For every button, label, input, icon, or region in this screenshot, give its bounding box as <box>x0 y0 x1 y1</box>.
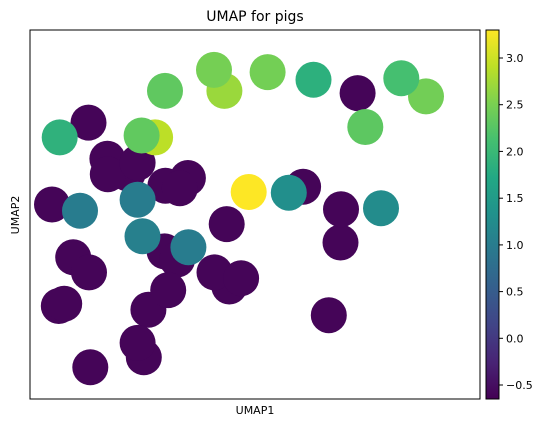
scatter-point <box>270 174 307 211</box>
colorbar-tick-label: 3.0 <box>506 52 524 65</box>
scatter-point <box>62 192 98 229</box>
scatter-point <box>161 170 198 207</box>
scatter-point <box>223 260 260 297</box>
scatter-point <box>323 191 359 228</box>
scatter-point <box>150 272 187 309</box>
scatter-point <box>119 181 156 218</box>
plot-frame <box>29 29 481 400</box>
scatter-point <box>170 229 207 266</box>
colorbar-tick-label: 2.5 <box>506 99 524 112</box>
scatter-point <box>124 218 161 255</box>
scatter-point <box>249 54 286 91</box>
scatter-point <box>119 144 156 181</box>
scatter-point <box>383 60 420 97</box>
scatter-point <box>34 186 70 223</box>
scatter-point <box>310 297 347 334</box>
colorbar-tick-label: 1.5 <box>506 192 524 205</box>
colorbar-ticks: −0.5 0.0 0.5 1.0 1.5 2.0 2.5 3.0 <box>499 52 533 392</box>
scatter-point <box>41 119 78 156</box>
scatter-point <box>230 174 267 210</box>
scatter-point <box>363 190 399 227</box>
scatter-point <box>70 104 107 141</box>
colorbar-tick-label: 1.0 <box>506 239 524 252</box>
colorbar-tick-label: 0.0 <box>506 332 524 345</box>
scatter-point <box>322 224 359 261</box>
scatter-point <box>208 206 245 243</box>
scatter-point <box>347 109 384 145</box>
scatter-point <box>72 349 109 386</box>
scatter-point <box>339 75 376 112</box>
scatter-point <box>196 51 232 88</box>
scatter-point <box>71 254 107 291</box>
colorbar <box>485 29 500 400</box>
colorbar-tick-label: 2.0 <box>506 145 524 158</box>
scatter-point <box>408 78 444 115</box>
colorbar-tick-label: −0.5 <box>506 379 533 392</box>
scatter-points <box>34 51 444 386</box>
scatter-point <box>147 72 183 109</box>
scatter-point <box>295 61 332 98</box>
scatter-point <box>89 156 126 193</box>
scatter-point <box>119 324 156 361</box>
colorbar-tick-label: 0.5 <box>506 286 524 299</box>
x-axis-label: UMAP1 <box>236 404 275 417</box>
scatter-point <box>46 285 83 322</box>
scatter-point <box>123 117 160 154</box>
y-axis-label: UMAP2 <box>9 196 22 235</box>
chart-title: UMAP for pigs <box>206 9 303 25</box>
